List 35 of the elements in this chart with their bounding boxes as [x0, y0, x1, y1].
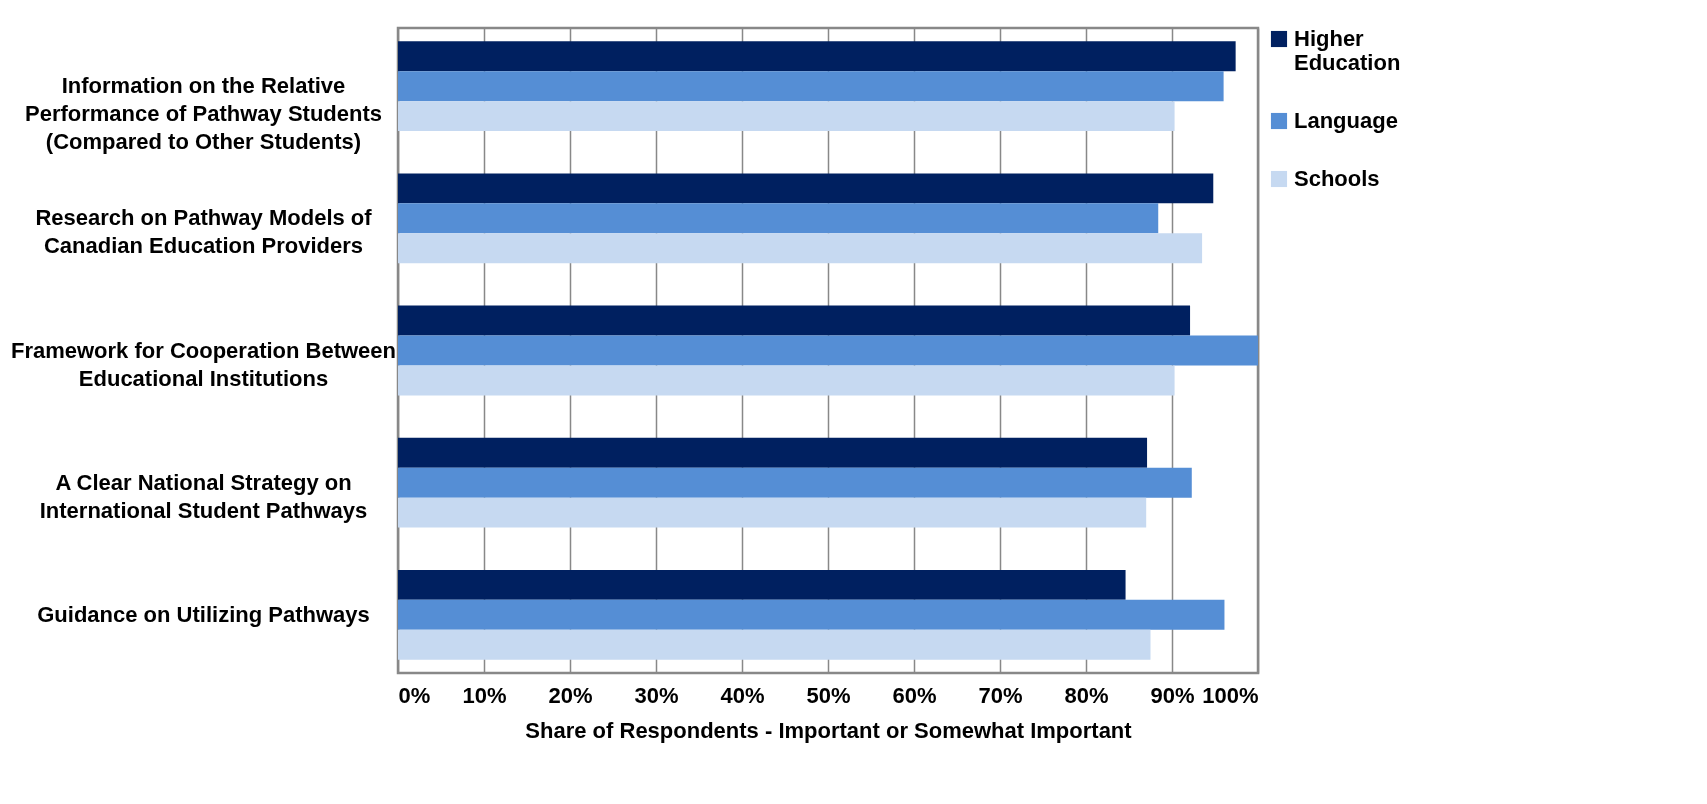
x-tick-label: 0%: [398, 682, 431, 708]
y-tick-label: Framework for Cooperation Between Educational Institutions: [10, 337, 397, 391]
x-axis-title: Share of Respondents - Important or Somewhat Important: [525, 717, 1133, 743]
bar: [398, 305, 1191, 336]
x-tick-label: 50%: [806, 682, 851, 708]
bar: [398, 71, 1224, 102]
y-tick-label: Guidance on Utilizing Pathways: [37, 601, 370, 627]
x-tick-label: 20%: [548, 682, 593, 708]
bar: [398, 437, 1148, 468]
x-tick-label: 90%: [1150, 682, 1195, 708]
x-tick-label: 80%: [1064, 682, 1109, 708]
bar: [398, 203, 1159, 234]
bar: [398, 335, 1258, 366]
bar: [398, 629, 1151, 660]
x-tick-label: 100%: [1202, 682, 1259, 708]
y-tick-label: A Clear National Strategy on International Student Pathways: [39, 469, 368, 523]
y-tick-label: Research on Pathway Models of Canadian Education Providers: [35, 205, 373, 259]
y-tick-label: Information on the Relative Performance of Pathway Students (Compared to Other Students): [25, 73, 382, 155]
legend-label: Language: [1294, 108, 1398, 133]
x-tick-label: 30%: [634, 682, 679, 708]
x-tick-label: 40%: [720, 682, 765, 708]
x-tick-label: 60%: [892, 682, 937, 708]
legend-label: Schools: [1294, 166, 1380, 191]
legend-label: Higher Education: [1294, 26, 1401, 75]
x-tick-label: 10%: [462, 682, 507, 708]
bar: [398, 599, 1225, 630]
bar: [398, 365, 1175, 396]
bar: [398, 467, 1192, 498]
bar: [398, 233, 1203, 264]
bar: [398, 101, 1175, 132]
bar: [398, 569, 1126, 600]
bar: [398, 173, 1214, 204]
bar: [398, 41, 1236, 72]
bar: [398, 497, 1147, 528]
x-tick-label: 70%: [978, 682, 1023, 708]
